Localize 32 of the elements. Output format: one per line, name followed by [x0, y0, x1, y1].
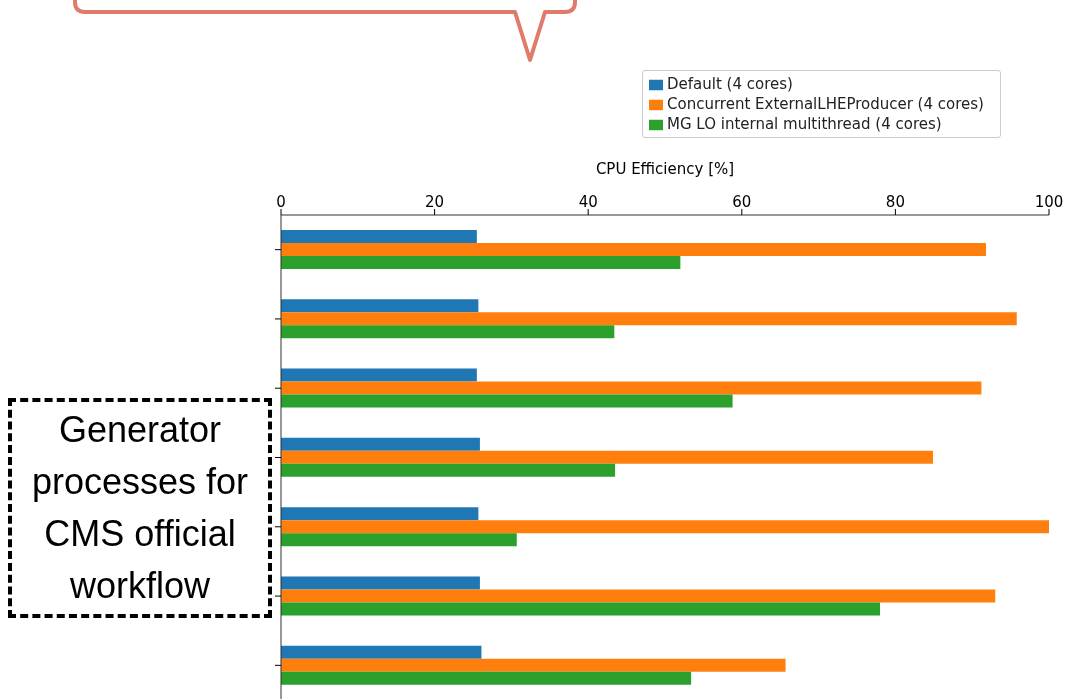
legend-label: Concurrent ExternalLHEProducer (4 cores): [667, 95, 984, 113]
bar: [281, 463, 616, 477]
bar: [281, 658, 786, 672]
bar: [281, 450, 934, 464]
x-axis-title: CPU Efficiency [%]: [595, 159, 735, 178]
bar: [281, 576, 480, 590]
bar: [281, 507, 479, 521]
x-tick-label: 20: [425, 193, 445, 211]
bar: [281, 243, 987, 256]
bar: [281, 230, 477, 243]
bar: [281, 602, 881, 616]
x-tick-label: 0: [276, 193, 286, 211]
bar: [281, 299, 479, 313]
x-tick-label: 100: [1034, 193, 1064, 211]
bar: [281, 256, 681, 269]
bar: [281, 520, 1049, 534]
x-tick-label: 40: [578, 193, 598, 211]
bar: [281, 645, 482, 659]
bar: [281, 589, 996, 603]
x-tick-label: 60: [732, 193, 752, 211]
bar: [281, 368, 477, 382]
bar: [281, 325, 615, 339]
bar: [281, 381, 982, 395]
bar: [281, 437, 480, 451]
legend-label: MG LO internal multithread (4 cores): [667, 115, 942, 133]
x-tick-label: 80: [885, 193, 905, 211]
bar: [281, 312, 1017, 326]
bar: [281, 671, 692, 685]
bar: [281, 394, 733, 408]
bar: [281, 533, 517, 547]
legend-label: Default (4 cores): [667, 75, 793, 93]
text: Generator processes for CMS official workflow: [8, 398, 272, 618]
